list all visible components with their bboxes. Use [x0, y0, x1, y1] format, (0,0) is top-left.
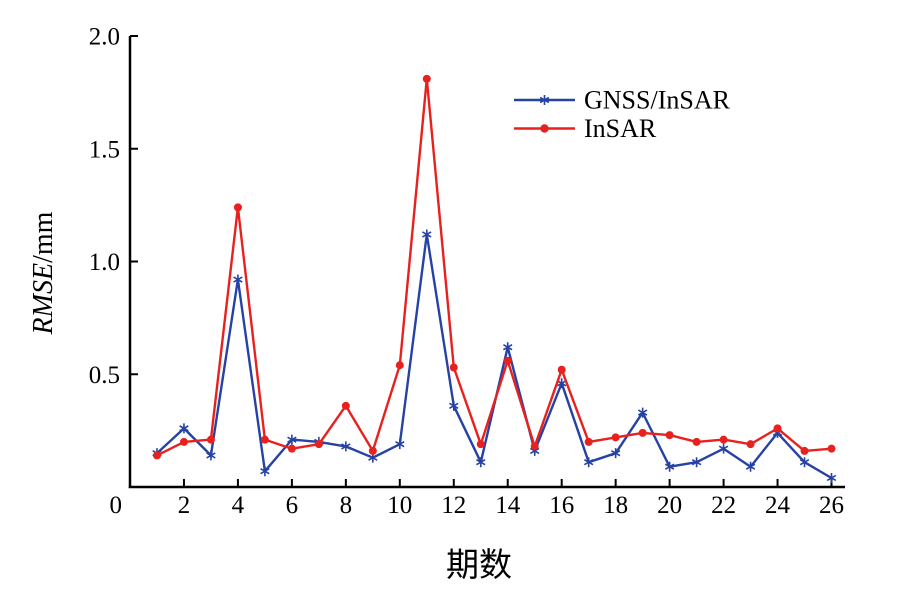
plot-series — [152, 74, 837, 483]
x-tick-label: 12 — [441, 492, 466, 519]
data-point-marker — [395, 439, 405, 450]
y-axis-title: RMSE/mm — [28, 211, 59, 335]
legend-entry: InSAR — [514, 114, 657, 143]
data-point-marker — [800, 446, 809, 455]
x-tick-label: 4 — [232, 492, 245, 519]
data-point-marker — [827, 444, 836, 453]
data-point-marker — [449, 363, 458, 372]
data-point-marker — [449, 400, 459, 411]
legend-entry: GNSS/InSAR — [514, 86, 731, 115]
data-point-marker — [826, 472, 837, 483]
y-tick-label: 1.5 — [89, 136, 120, 163]
y-axis-title-italic: RMSE — [28, 263, 59, 336]
series-insar — [152, 74, 836, 460]
data-point-marker — [746, 440, 755, 449]
y-axis-ticks: 0.5 1.0 1.5 2.0 — [89, 24, 138, 389]
data-point-marker — [799, 457, 810, 468]
x-tick-label: 20 — [657, 492, 682, 519]
y-tick-label: 2.0 — [89, 24, 120, 51]
data-point-marker — [692, 437, 701, 446]
y-tick-label: 0.5 — [89, 362, 120, 389]
data-point-marker — [691, 457, 702, 468]
data-point-marker — [179, 423, 189, 434]
data-point-marker — [665, 431, 674, 440]
data-point-marker — [341, 441, 351, 452]
x-tick-label: 10 — [387, 492, 412, 519]
x-tick-label: 18 — [603, 492, 628, 519]
x-tick-label: 8 — [340, 492, 353, 519]
x-tick-label: 26 — [819, 492, 844, 519]
data-point-marker — [583, 457, 594, 468]
data-point-marker — [773, 424, 782, 433]
data-point-marker — [179, 437, 188, 446]
data-point-marker — [530, 442, 539, 451]
legend-marker-circle-icon — [540, 124, 549, 133]
x-tick-label: 6 — [286, 492, 299, 519]
data-point-marker — [719, 435, 728, 444]
series-line — [156, 77, 832, 457]
x-tick-label: 24 — [765, 492, 791, 519]
data-point-marker — [503, 356, 512, 365]
data-point-marker — [503, 342, 513, 353]
legend-label: InSAR — [584, 114, 657, 143]
data-point-marker — [476, 440, 485, 449]
data-point-marker — [584, 437, 593, 446]
data-point-marker — [718, 443, 729, 454]
origin-tick-label: 0 — [110, 492, 123, 519]
x-tick-label: 16 — [549, 492, 574, 519]
data-point-marker — [476, 457, 486, 468]
data-point-marker — [260, 435, 269, 444]
x-tick-label: 14 — [495, 492, 521, 519]
data-point-marker — [557, 365, 566, 374]
data-point-marker — [233, 274, 243, 285]
data-point-marker — [745, 461, 756, 472]
data-point-marker — [260, 466, 270, 477]
legend-marker-star-icon — [539, 95, 550, 105]
data-point-marker — [637, 407, 648, 418]
data-point-marker — [287, 434, 297, 445]
data-point-marker — [422, 229, 432, 240]
data-point-marker — [368, 446, 377, 455]
data-point-marker — [422, 74, 431, 83]
data-point-marker — [341, 401, 350, 410]
data-point-marker — [664, 461, 675, 472]
data-point-marker — [287, 444, 296, 453]
x-axis-title: 期数 — [446, 547, 512, 584]
data-point-marker — [611, 433, 620, 442]
data-point-marker — [206, 435, 215, 444]
data-point-marker — [610, 448, 621, 459]
data-point-marker — [152, 451, 161, 460]
data-point-marker — [233, 203, 242, 212]
data-point-marker — [638, 428, 647, 437]
data-point-marker — [314, 440, 323, 449]
y-axis-title-unit: /mm — [28, 211, 59, 263]
data-point-marker — [395, 361, 404, 370]
legend-label: GNSS/InSAR — [584, 86, 731, 115]
data-point-marker — [556, 378, 567, 389]
x-tick-label: 2 — [178, 492, 191, 519]
data-point-marker — [206, 450, 216, 461]
y-tick-label: 1.0 — [89, 249, 120, 276]
x-axis-ticks: 2 4 6 8 10 12 14 16 18 20 22 24 26 — [178, 479, 844, 519]
x-tick-label: 22 — [711, 492, 736, 519]
